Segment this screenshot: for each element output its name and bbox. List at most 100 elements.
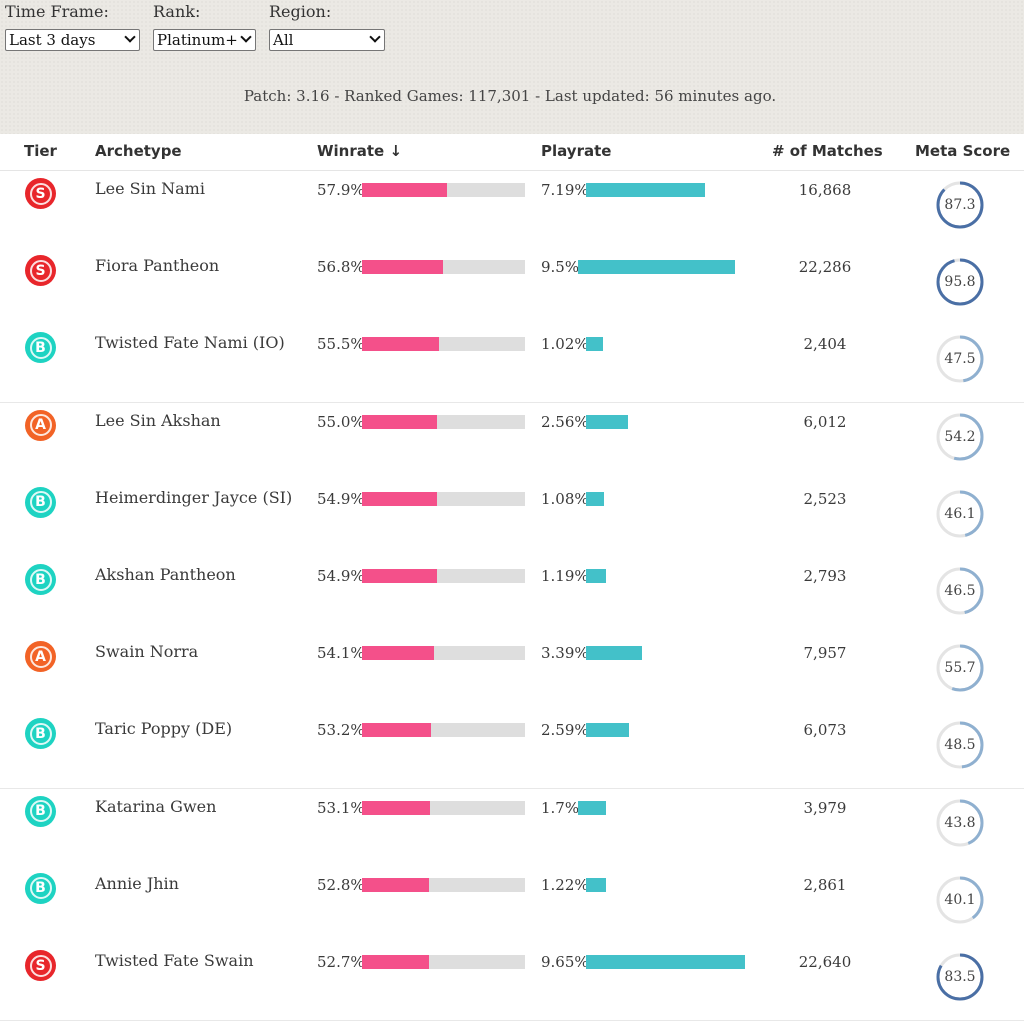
- winrate-bar-track: [362, 723, 525, 738]
- table-row[interactable]: S Lee Sin Nami 57.9% 7.19% 16,868 87.3: [0, 171, 1024, 249]
- winrate-value: 57.9%: [317, 181, 365, 199]
- table-row[interactable]: A Swain Norra 54.1% 3.39% 7,957 55.7: [0, 634, 1024, 713]
- matches-value: 2,523: [803, 489, 847, 508]
- meta-score-value: 46.1: [944, 505, 976, 522]
- playrate-value: 1.08%: [541, 489, 589, 508]
- region-filter: Region: All: [269, 0, 385, 51]
- meta-score-ring: [936, 413, 984, 461]
- time-frame-label: Time Frame:: [5, 2, 109, 21]
- tier-badge-icon: S: [25, 950, 56, 981]
- table-row[interactable]: B Akshan Pantheon 54.9% 1.19% 2,793 46.5: [0, 557, 1024, 635]
- tier-letter: B: [29, 877, 52, 900]
- matches-value: 2,793: [803, 567, 847, 585]
- table-row[interactable]: B Taric Poppy (DE) 53.2% 2.59% 6,073 48.5: [0, 711, 1024, 790]
- winrate-bar-track: [362, 800, 525, 815]
- winrate-bar-fill: [362, 646, 434, 661]
- winrate-bar-track: [362, 260, 525, 275]
- table-row[interactable]: S Fiora Pantheon 56.8% 9.5% 22,286 95.8: [0, 248, 1024, 327]
- tier-letter: B: [29, 568, 52, 591]
- table-header: Tier Archetype Winrate ↓ Playrate # of M…: [0, 134, 1024, 171]
- archetype-name[interactable]: Taric Poppy (DE): [95, 719, 233, 739]
- rank-select[interactable]: Platinum+: [153, 29, 256, 51]
- patch-summary: Patch: 3.16 - Ranked Games: 117,301 - La…: [243, 87, 777, 105]
- archetype-name[interactable]: Lee Sin Akshan: [95, 410, 221, 430]
- header-matches[interactable]: # of Matches: [772, 142, 883, 160]
- header-playrate[interactable]: Playrate: [541, 142, 612, 160]
- table-row[interactable]: S Twisted Fate Swain 52.7% 9.65% 22,640 83.5: [0, 943, 1024, 1021]
- region-label: Region:: [269, 2, 332, 21]
- matches-value: 22,286: [798, 258, 852, 277]
- winrate-bar-track: [362, 491, 525, 506]
- header-archetype[interactable]: Archetype: [95, 142, 182, 160]
- archetype-name[interactable]: Heimerdinger Jayce (SI): [95, 487, 293, 507]
- meta-score-ring: [936, 567, 984, 615]
- meta-score-ring: [936, 644, 984, 692]
- table-row[interactable]: B Twisted Fate Nami (IO) 55.5% 1.02% 2,404 47…: [0, 325, 1024, 404]
- tier-badge-icon: B: [25, 795, 56, 827]
- chevron-down-icon: [124, 31, 136, 43]
- archetype-name[interactable]: Twisted Fate Nami (IO): [95, 333, 285, 353]
- meta-ring-arc: [936, 413, 984, 461]
- rank-filter: Rank: Platinum+: [153, 0, 256, 51]
- table-row[interactable]: B Heimerdinger Jayce (SI) 54.9% 1.08% 2,523 4…: [0, 479, 1024, 558]
- tier-badge-icon: S: [25, 255, 56, 287]
- time-frame-select[interactable]: Last 3 days: [5, 29, 140, 51]
- chevron-down-icon: [240, 31, 252, 43]
- header-winrate[interactable]: Winrate ↓: [317, 142, 403, 160]
- winrate-bar-track: [362, 569, 525, 583]
- winrate-bar-fill: [362, 569, 437, 583]
- winrate-bar-fill: [362, 800, 431, 815]
- archetype-name[interactable]: Katarina Gwen: [95, 796, 217, 816]
- meta-ring-arc: [936, 644, 984, 692]
- archetype-name[interactable]: Twisted Fate Swain: [95, 951, 254, 970]
- playrate-value: 9.65%: [541, 953, 589, 971]
- meta-ring-arc: [936, 335, 984, 383]
- playrate-value: 3.39%: [541, 644, 589, 663]
- winrate-value: 53.2%: [317, 721, 365, 740]
- playrate-bar-fill: [586, 877, 607, 892]
- archetype-name[interactable]: Swain Norra: [95, 642, 199, 662]
- matches-value: 6,012: [803, 412, 847, 431]
- archetype-name[interactable]: Lee Sin Nami: [95, 179, 205, 198]
- winrate-value: 55.0%: [317, 412, 365, 431]
- matches-value: 7,957: [803, 644, 847, 663]
- tier-badge-icon: B: [25, 872, 56, 904]
- winrate-bar-track: [362, 877, 525, 892]
- matches-value: 6,073: [803, 721, 847, 740]
- tier-badge-icon: A: [25, 641, 56, 673]
- playrate-bar-fill: [577, 800, 606, 815]
- tier-letter: B: [29, 722, 52, 745]
- tier-letter: S: [29, 259, 52, 282]
- meta-ring-arc: [936, 490, 984, 538]
- winrate-bar-fill: [362, 260, 444, 275]
- tier-badge-icon: B: [25, 332, 56, 364]
- tier-badge-icon: A: [25, 409, 56, 441]
- table-row[interactable]: B Annie Jhin 52.8% 1.22% 2,861 40.1: [0, 865, 1024, 944]
- matches-value: 3,979: [803, 798, 847, 817]
- region-select[interactable]: All: [269, 29, 385, 51]
- playrate-value: 2.59%: [541, 721, 589, 740]
- table-row[interactable]: A Lee Sin Akshan 55.0% 2.56% 6,012 54.2: [0, 402, 1024, 481]
- archetype-name[interactable]: Annie Jhin: [95, 873, 179, 893]
- archetype-name[interactable]: Akshan Pantheon: [95, 565, 236, 584]
- header-tier[interactable]: Tier: [24, 142, 57, 160]
- meta-score-ring: [936, 335, 984, 383]
- playrate-value: 9.5%: [541, 258, 580, 277]
- meta-score-ring: [936, 799, 984, 847]
- meta-score-ring: [936, 258, 984, 306]
- archetype-name[interactable]: Fiora Pantheon: [95, 256, 220, 276]
- winrate-bar-track: [362, 414, 525, 429]
- matches-value: 2,404: [803, 335, 847, 354]
- meta-score-ring: [936, 876, 984, 924]
- playrate-bar-fill: [586, 955, 746, 969]
- playrate-bar-fill: [586, 337, 603, 352]
- meta-ring-arc: [936, 953, 984, 1001]
- table-row[interactable]: B Katarina Gwen 53.1% 1.7% 3,979 43.8: [0, 788, 1024, 867]
- header-meta-score[interactable]: Meta Score: [915, 142, 1011, 160]
- playrate-value: 1.7%: [541, 798, 580, 817]
- meta-ring-arc: [936, 258, 984, 306]
- meta-ring-arc: [936, 567, 984, 615]
- tier-badge-icon: S: [25, 178, 56, 209]
- chevron-down-icon: [369, 31, 381, 43]
- winrate-value: 52.7%: [317, 953, 365, 971]
